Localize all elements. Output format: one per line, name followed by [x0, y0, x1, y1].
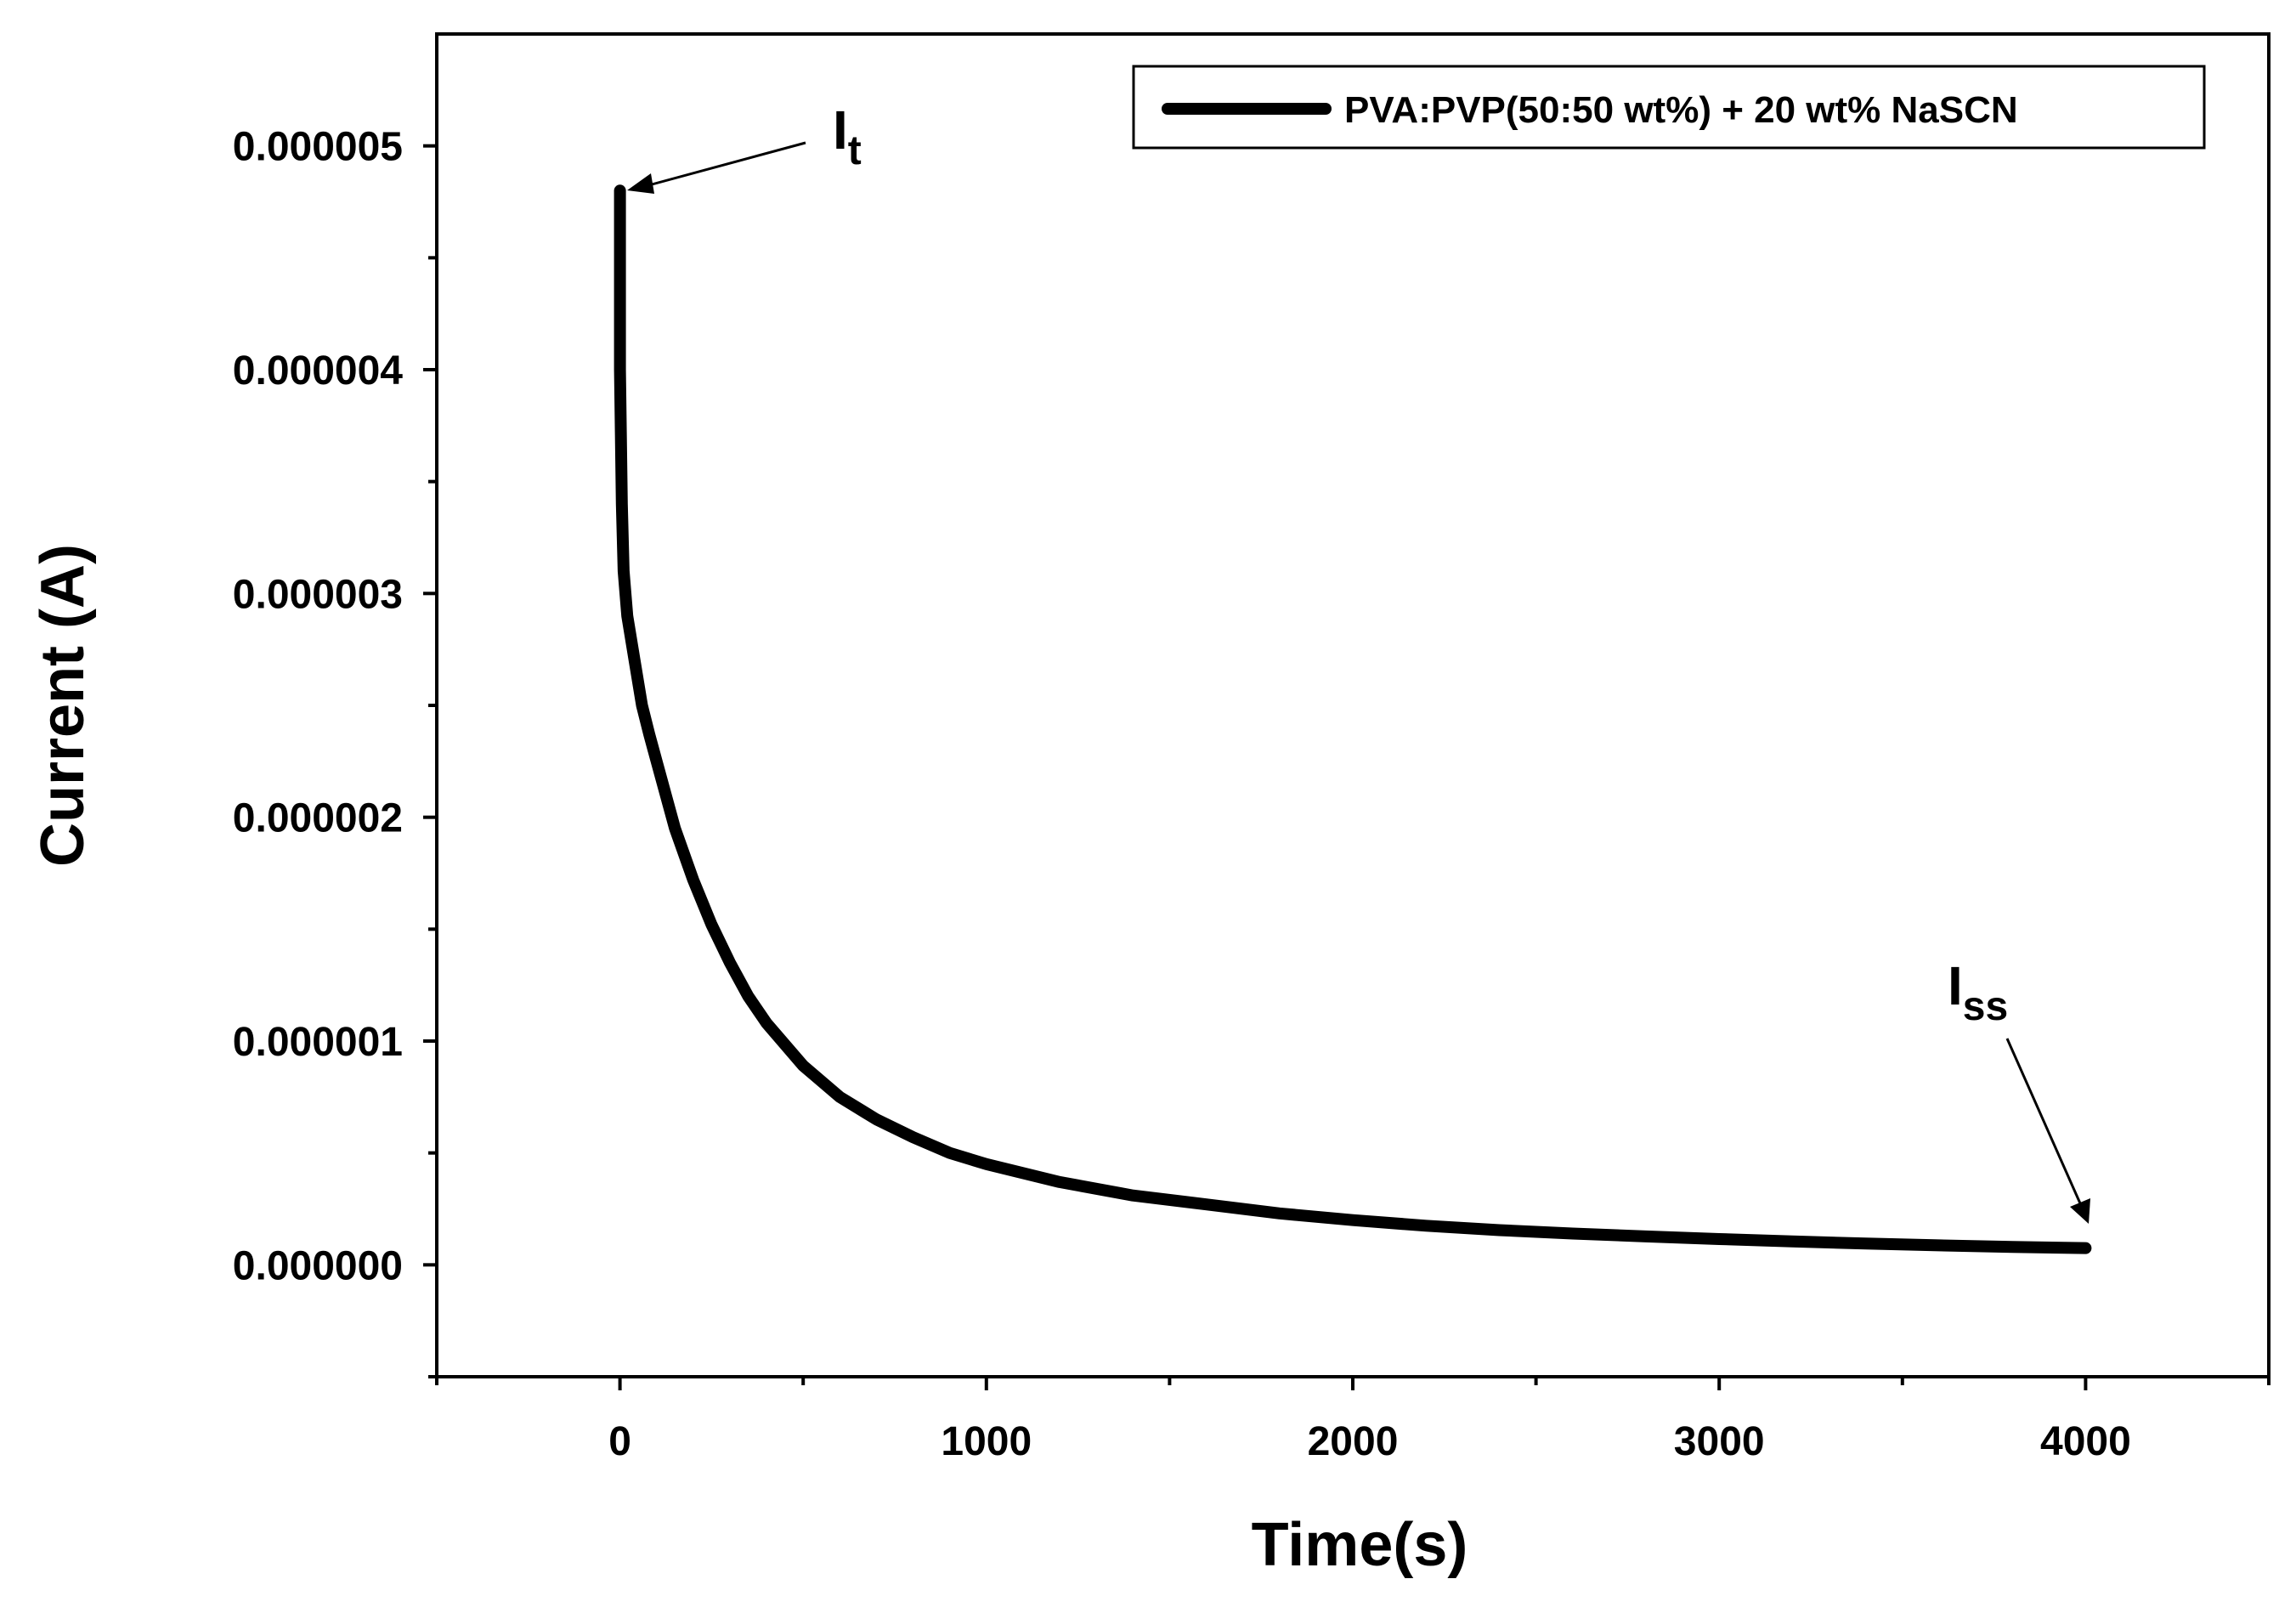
annotation-it: It: [627, 99, 862, 194]
x-axis-title: Time(s): [1252, 1511, 1468, 1579]
x-tick-label: 2000: [1308, 1419, 1399, 1464]
x-tick-label: 3000: [1674, 1419, 1765, 1464]
y-axis-tick-labels: 0.000000 0.000001 0.000002 0.000003 0.000004…: [233, 125, 404, 1289]
annotation-iss-sub: ss: [1963, 984, 2008, 1029]
y-tick-label: 0.000005: [233, 125, 403, 170]
annotation-it-main: I: [833, 99, 848, 161]
annotation-iss: Iss: [1948, 955, 2090, 1224]
x-tick-label: 1000: [941, 1419, 1032, 1464]
legend-label: PVA:PVP(50:50 wt%) + 20 wt% NaSCN: [1344, 89, 2018, 131]
annotation-it-arrow: [642, 141, 806, 189]
y-tick-label: 0.000003: [233, 572, 403, 617]
annotation-iss-arrowhead: [2070, 1198, 2090, 1224]
legend: PVA:PVP(50:50 wt%) + 20 wt% NaSCN: [1132, 65, 2206, 150]
x-axis-tick-labels: 0 1000 2000 3000 4000: [608, 1419, 2131, 1464]
y-tick-label: 0.000000: [233, 1243, 403, 1288]
y-tick-label: 0.000001: [233, 1020, 403, 1065]
annotation-it-sub: t: [848, 128, 862, 173]
annotation-it-arrowhead: [627, 173, 654, 194]
plot-frame: [435, 32, 2271, 1378]
y-tick-label: 0.000002: [233, 796, 403, 841]
annotation-iss-label: Iss: [1948, 955, 2008, 1029]
y-axis-title: Current (A): [29, 544, 97, 867]
y-tick-label: 0.000004: [233, 348, 404, 393]
series-line: [614, 184, 2092, 1254]
annotation-it-label: It: [833, 99, 862, 173]
x-axis-ticks: [435, 1377, 2271, 1390]
x-tick-label: 0: [608, 1419, 631, 1464]
annotation-iss-main: I: [1948, 955, 1963, 1016]
y-axis-ticks: [423, 144, 437, 1378]
x-tick-label: 4000: [2040, 1419, 2131, 1464]
annotation-iss-arrow: [2005, 1038, 2082, 1204]
